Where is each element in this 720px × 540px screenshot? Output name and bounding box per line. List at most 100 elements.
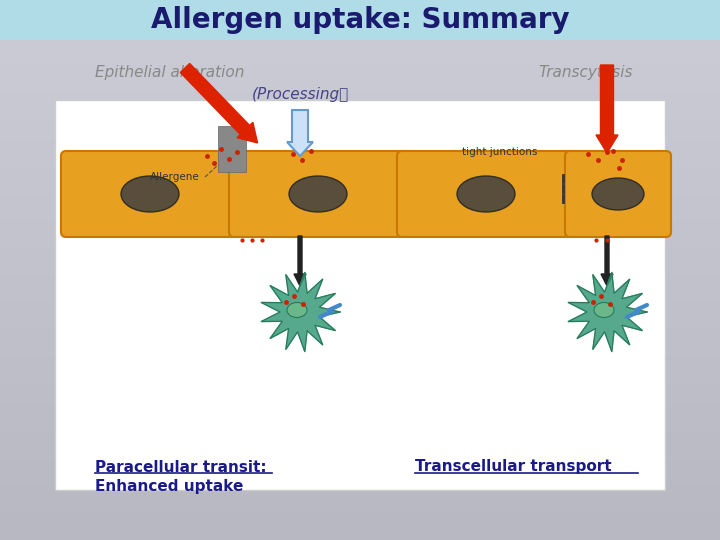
Bar — [0, 189, 720, 194]
Bar — [0, 335, 720, 340]
Bar — [0, 497, 720, 502]
Bar — [0, 254, 720, 259]
Ellipse shape — [592, 178, 644, 210]
Bar — [0, 113, 720, 119]
Bar — [0, 362, 720, 367]
Bar — [0, 59, 720, 65]
Bar — [0, 486, 720, 491]
Bar — [0, 529, 720, 535]
Bar — [0, 205, 720, 211]
Bar — [0, 281, 720, 286]
Bar — [0, 81, 720, 86]
Bar — [0, 475, 720, 481]
Bar — [0, 443, 720, 448]
Bar — [0, 324, 720, 329]
Bar — [0, 11, 720, 16]
Bar — [0, 286, 720, 292]
Bar — [0, 432, 720, 437]
Bar — [0, 464, 720, 470]
Bar — [0, 22, 720, 27]
Bar — [0, 319, 720, 324]
Bar — [0, 135, 720, 140]
Bar — [0, 243, 720, 248]
Bar — [0, 346, 720, 351]
Bar — [0, 173, 720, 178]
Bar — [0, 92, 720, 97]
Bar — [0, 459, 720, 464]
Bar — [0, 248, 720, 254]
Bar — [0, 508, 720, 513]
Bar — [0, 0, 720, 5]
Bar — [0, 124, 720, 130]
Bar — [0, 470, 720, 475]
Bar — [0, 259, 720, 265]
Bar — [0, 146, 720, 151]
Bar — [0, 518, 720, 524]
Bar — [0, 405, 720, 410]
Bar — [0, 373, 720, 378]
Bar — [0, 270, 720, 275]
Text: Paracellular transit:: Paracellular transit: — [95, 460, 266, 475]
Bar — [0, 227, 720, 232]
Bar — [0, 216, 720, 221]
Text: Enhanced uptake: Enhanced uptake — [95, 480, 243, 495]
Bar — [0, 502, 720, 508]
Bar — [0, 491, 720, 497]
Bar — [0, 16, 720, 22]
Bar — [0, 32, 720, 38]
Ellipse shape — [457, 176, 515, 212]
Bar — [0, 513, 720, 518]
Bar — [0, 27, 720, 32]
Bar — [0, 389, 720, 394]
FancyArrow shape — [287, 110, 313, 156]
Ellipse shape — [287, 302, 307, 318]
Text: Allergene: Allergene — [150, 172, 199, 182]
Bar — [0, 383, 720, 389]
Bar — [0, 292, 720, 297]
Bar — [0, 151, 720, 157]
FancyArrow shape — [601, 236, 613, 286]
Bar — [0, 0, 720, 40]
Bar — [0, 340, 720, 346]
Bar — [0, 162, 720, 167]
Bar — [0, 119, 720, 124]
Bar — [0, 410, 720, 416]
FancyArrow shape — [596, 65, 618, 153]
Bar — [0, 200, 720, 205]
Text: Transcellular transport: Transcellular transport — [415, 460, 611, 475]
Bar — [0, 308, 720, 313]
Bar — [0, 54, 720, 59]
Bar — [0, 416, 720, 421]
FancyArrow shape — [294, 236, 306, 286]
Bar — [0, 524, 720, 529]
Bar — [0, 302, 720, 308]
Bar — [0, 232, 720, 238]
Bar — [0, 275, 720, 281]
Text: Allergen uptake: Summary: Allergen uptake: Summary — [150, 6, 570, 34]
Bar — [0, 86, 720, 92]
Bar — [0, 108, 720, 113]
Bar — [0, 130, 720, 135]
Bar — [0, 400, 720, 405]
FancyArrow shape — [180, 64, 258, 143]
Bar — [0, 49, 720, 54]
Ellipse shape — [289, 176, 347, 212]
FancyBboxPatch shape — [61, 151, 239, 237]
Bar — [0, 178, 720, 184]
Bar — [0, 167, 720, 173]
Bar — [0, 329, 720, 335]
Bar — [0, 535, 720, 540]
Bar — [0, 157, 720, 162]
Text: tight junctions: tight junctions — [462, 147, 537, 157]
Bar — [0, 211, 720, 216]
Ellipse shape — [594, 302, 614, 318]
FancyBboxPatch shape — [565, 151, 671, 237]
Bar — [0, 265, 720, 270]
Bar — [0, 351, 720, 356]
Bar — [55, 100, 665, 490]
Bar — [0, 437, 720, 443]
Bar — [0, 238, 720, 243]
Bar — [0, 448, 720, 454]
Bar — [0, 356, 720, 362]
Text: Epithelial alteration: Epithelial alteration — [95, 64, 244, 79]
